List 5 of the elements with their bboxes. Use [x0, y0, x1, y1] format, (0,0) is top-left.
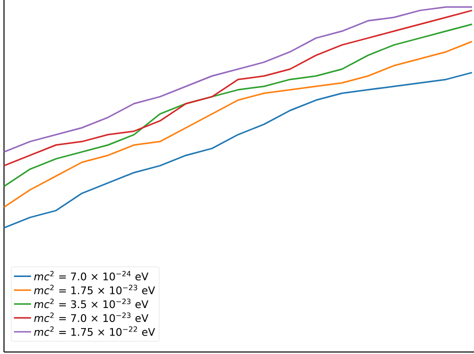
legend-label: mc$^{2}$ = 3.5 × 10$^{−23}$ eV	[34, 298, 148, 308]
legend-label: mc$^{2}$ = 1.75 × 10$^{−22}$ eV	[34, 326, 156, 336]
legend-label: mc$^{2}$ = 1.75 × 10$^{−23}$ eV	[34, 284, 156, 294]
legend-label: mc$^{2}$ = 7.0 × 10$^{−24}$ eV	[34, 270, 148, 280]
legend-label: mc$^{2}$ = 7.0 × 10$^{−23}$ eV	[34, 312, 148, 322]
